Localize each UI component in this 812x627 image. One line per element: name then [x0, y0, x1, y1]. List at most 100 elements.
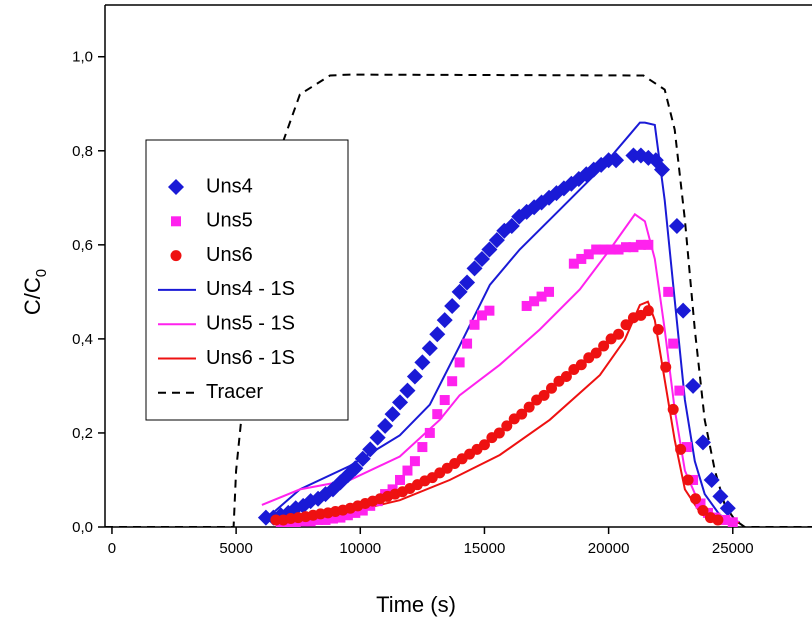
- square-marker: [720, 514, 731, 525]
- circle-marker: [546, 382, 558, 394]
- square-marker: [598, 244, 609, 255]
- x-tick-label: 20000: [588, 540, 630, 557]
- diamond-marker: [459, 274, 476, 291]
- square-marker: [454, 357, 465, 368]
- circle-marker: [667, 403, 679, 415]
- series-line: [264, 121, 741, 524]
- square-marker: [663, 286, 674, 297]
- circle-marker: [712, 514, 724, 526]
- square-marker: [305, 516, 316, 527]
- legend-label: Uns6: [206, 244, 253, 266]
- legend-label: Uns4: [206, 175, 253, 197]
- circle-marker: [170, 250, 182, 262]
- diamond-marker: [354, 450, 371, 467]
- diamond-marker: [719, 500, 736, 517]
- square-marker: [576, 253, 587, 264]
- diamond-marker: [392, 394, 409, 411]
- legend-label: Uns5 - 1S: [206, 312, 295, 334]
- diamond-marker: [421, 340, 438, 357]
- diamond-marker: [496, 222, 513, 239]
- square-marker: [620, 242, 631, 253]
- square-marker: [583, 249, 594, 260]
- square-marker: [606, 244, 617, 255]
- circle-marker: [501, 420, 513, 432]
- y-tick-label: 0,4: [72, 331, 93, 348]
- circle-marker: [660, 361, 672, 373]
- diamond-marker: [473, 250, 490, 267]
- circle-marker: [538, 389, 550, 401]
- square-marker: [529, 296, 540, 307]
- y-tick-label: 0,2: [72, 425, 93, 442]
- square-marker: [727, 517, 738, 527]
- circle-marker: [478, 439, 490, 451]
- diamond-marker: [466, 260, 483, 277]
- diamond-marker: [444, 297, 461, 314]
- square-marker: [668, 338, 679, 349]
- diamond-marker: [481, 241, 498, 258]
- square-marker: [484, 305, 495, 316]
- diamond-marker: [685, 377, 702, 394]
- square-marker: [320, 514, 331, 525]
- diamond-marker: [488, 232, 505, 249]
- square-marker: [469, 319, 480, 330]
- y-axis-title-main: C/C: [20, 277, 45, 315]
- diamond-marker: [703, 471, 720, 488]
- square-marker: [395, 474, 406, 485]
- y-tick-label: 0,8: [72, 143, 93, 160]
- y-tick-label: 1,0: [72, 49, 93, 66]
- diamond-marker: [369, 429, 386, 446]
- circle-marker: [675, 443, 687, 455]
- diamond-marker: [451, 283, 468, 300]
- diamond-marker: [406, 368, 423, 385]
- square-marker: [432, 409, 443, 420]
- y-axis-title-subscript: 0: [33, 269, 50, 277]
- x-tick-label: 10000: [339, 540, 381, 557]
- square-marker: [695, 498, 706, 509]
- square-marker: [635, 239, 646, 250]
- diamond-marker: [503, 218, 520, 235]
- diamond-marker: [168, 179, 184, 195]
- diamond-marker: [377, 417, 394, 434]
- y-tick-label: 0,6: [72, 237, 93, 254]
- circle-marker: [523, 401, 535, 413]
- x-tick-label: 15000: [464, 540, 506, 557]
- square-marker: [643, 239, 654, 250]
- circle-marker: [697, 505, 709, 517]
- square-marker: [335, 512, 346, 523]
- square-marker: [568, 258, 579, 269]
- circle-marker: [620, 319, 632, 331]
- diamond-marker: [347, 460, 364, 477]
- square-marker: [674, 385, 685, 396]
- diamond-marker: [362, 441, 379, 458]
- y-tick-label: 0,0: [72, 519, 93, 536]
- square-marker: [544, 286, 555, 297]
- legend-label: Uns6 - 1S: [206, 347, 295, 369]
- diamond-marker: [399, 382, 416, 399]
- circle-marker: [493, 427, 505, 439]
- x-axis-title: Time (s): [376, 592, 456, 617]
- x-tick-label: 0: [108, 540, 116, 557]
- legend-label: Tracer: [206, 381, 263, 403]
- diamond-marker: [654, 161, 671, 178]
- diamond-marker: [608, 152, 625, 169]
- circle-marker: [613, 328, 625, 340]
- circle-marker: [682, 474, 694, 486]
- square-marker: [409, 456, 420, 467]
- square-marker: [313, 514, 324, 525]
- square-marker: [417, 442, 428, 453]
- square-marker: [342, 510, 353, 521]
- square-marker: [447, 376, 458, 387]
- legend-label: Uns4 - 1S: [206, 278, 295, 300]
- diamond-marker: [675, 302, 692, 319]
- diamond-marker: [414, 354, 431, 371]
- square-marker: [628, 242, 639, 253]
- square-marker: [476, 310, 487, 321]
- square-marker: [521, 300, 532, 311]
- circle-marker: [560, 371, 572, 383]
- square-marker: [613, 244, 624, 255]
- diamond-marker: [694, 434, 711, 451]
- plot-area: [105, 73, 812, 527]
- diamond-marker: [429, 326, 446, 343]
- square-marker: [424, 427, 435, 438]
- circle-marker: [690, 493, 702, 505]
